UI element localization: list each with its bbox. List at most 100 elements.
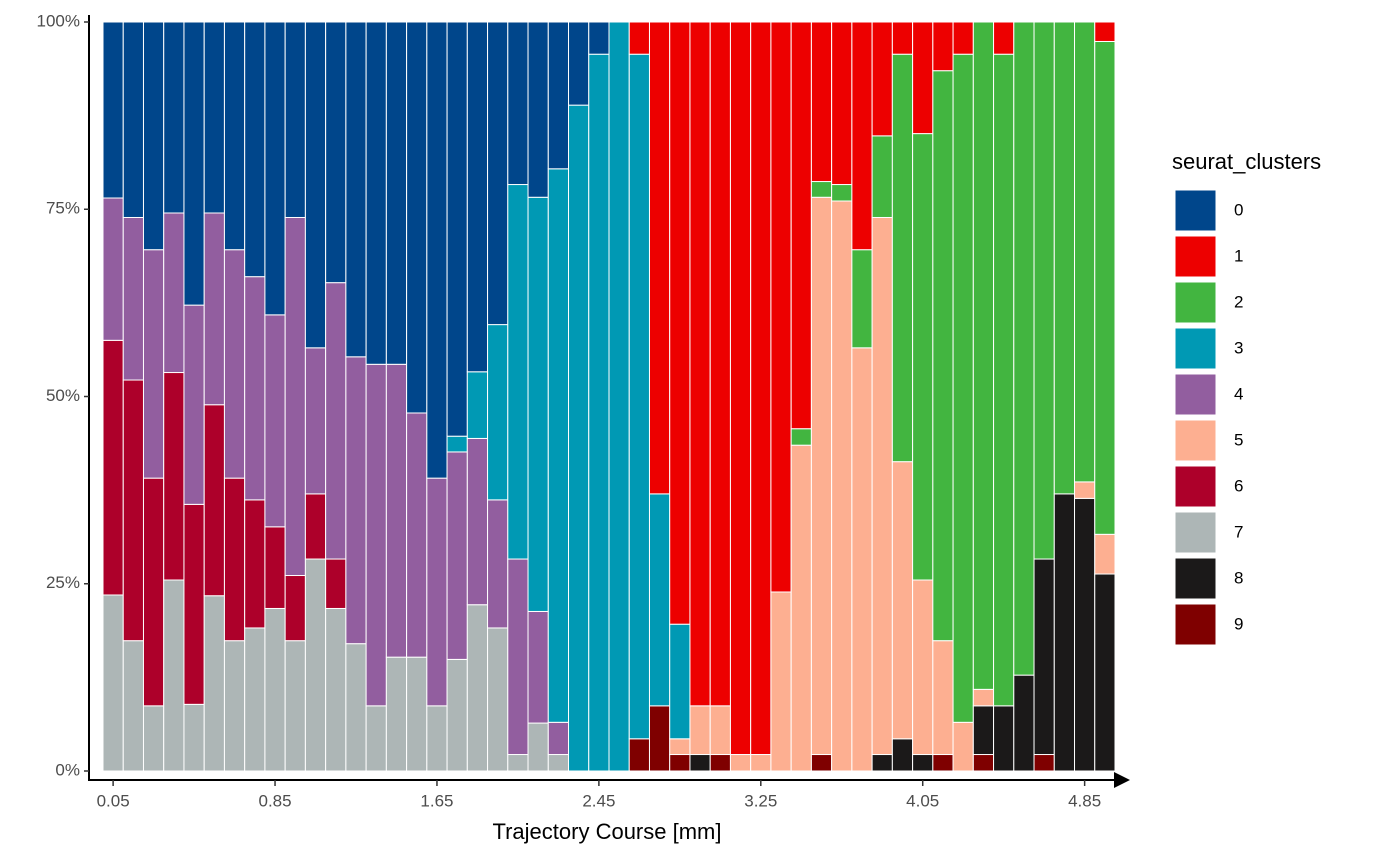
bar-segment [972,705,995,756]
bar-segment [1074,481,1096,499]
bar-segment [365,363,387,707]
bar-segment [932,640,954,756]
bar-segment [122,640,144,772]
bar-segment [709,21,731,707]
bar-segment [851,21,873,251]
legend-label: 4 [1234,384,1243,403]
bar-segment [426,21,448,479]
bar-segment [122,379,144,642]
bar-segment [406,21,428,414]
bar-segment [304,347,327,495]
bar-segment [993,53,1015,707]
bar-segment [487,324,509,501]
bar-segment [1013,674,1035,772]
bar-segment [669,623,691,740]
legend-label: 9 [1234,614,1243,633]
bar-segment [831,184,853,202]
bar-segment [264,314,286,528]
bar-segment [568,104,590,772]
legend-label: 6 [1234,476,1243,495]
bar-segment [891,461,914,740]
bar-segment [790,428,812,446]
bar-segment [628,21,650,55]
bar-segment [304,558,327,772]
bar-segment [912,754,934,772]
bar-segment [810,754,833,772]
bar-segment [466,437,489,606]
legend-label: 3 [1234,338,1243,357]
legend-label: 8 [1234,568,1243,587]
bar-segment [891,21,914,55]
bar-segment [729,21,752,756]
bar-segment [385,363,408,658]
bar-segment [284,575,306,642]
bar-segment [912,579,934,756]
x-tick-label: 4.05 [906,791,939,810]
bar-segment [993,705,1015,772]
legend-key [1174,603,1217,646]
bar-segment [284,640,306,772]
bar-segment [547,721,570,756]
bar-segment [912,21,934,135]
bar-segment [729,754,752,772]
bar-segment [648,21,671,495]
x-axis-arrow [1114,772,1130,788]
bar-segment [628,53,650,740]
bar-segment [891,53,914,463]
bar-segment [1094,533,1116,575]
bar-segment [1074,21,1096,483]
bar-segment [648,705,671,772]
bar-segment [689,21,711,707]
bar-segment [163,579,185,772]
bar-segment [163,372,185,581]
bar-segment [1033,558,1055,756]
x-tick-label: 2.45 [582,791,615,810]
bar-segment [345,21,367,358]
bar-segment [365,21,387,365]
bar-segment [446,21,468,437]
bar-segment [466,371,489,439]
bar-segment [163,212,185,374]
bar-segment [648,493,671,707]
bar-segment [972,754,995,772]
bar-segment [487,21,509,326]
bar-segment [223,640,246,772]
bar-segment [102,21,124,199]
bar-segment [244,627,266,772]
bar-segment [183,703,205,772]
legend-label: 5 [1234,430,1243,449]
bar-segment [223,21,246,251]
bar-segment [932,21,954,72]
bar-segment [871,754,893,772]
bar-segment [669,21,691,625]
bar-segment [203,21,225,214]
bar-segment [993,21,1015,55]
bar-segment [365,705,387,772]
bar-segment [406,656,428,772]
bar-segment [770,591,792,772]
bar-segment [345,356,367,645]
bar-segment [406,412,428,658]
bar-segment [325,558,347,609]
y-tick-label: 50% [46,386,80,405]
bar-segment [1094,573,1116,772]
bar-segment [304,21,327,349]
bar-segment [932,754,954,772]
legend-label: 0 [1234,200,1243,219]
bar-segment [426,705,448,772]
legend-key [1174,557,1217,600]
bar-segment [770,21,792,593]
legend-label: 7 [1234,522,1243,541]
bar-segment [102,594,124,772]
bar-segment [952,721,974,772]
x-tick-label: 1.65 [420,791,453,810]
bar-segment [142,705,165,772]
bar-segment [972,688,995,707]
y-tick-label: 0% [55,760,80,779]
legend-key [1174,327,1217,370]
bar-segment [1013,21,1035,676]
legend-label: 1 [1234,246,1243,265]
legend-label: 2 [1234,292,1243,311]
bar-segment [426,477,448,707]
legend-key [1174,419,1217,462]
